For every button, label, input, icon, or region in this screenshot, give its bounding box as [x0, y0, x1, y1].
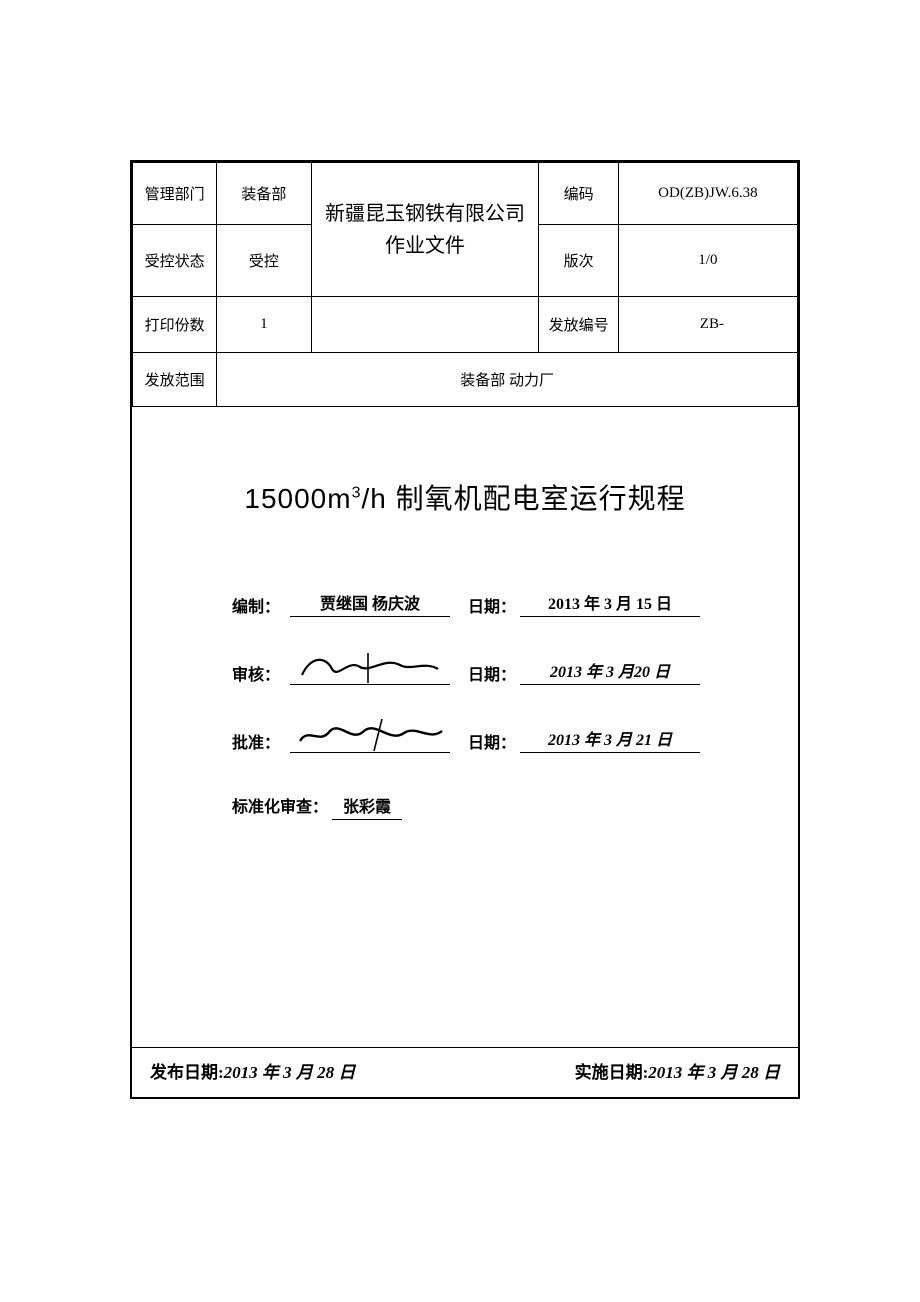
scope-value: 装备部 动力厂 [217, 353, 798, 407]
header-row-4: 发放范围 装备部 动力厂 [133, 353, 798, 407]
approve-date-label: 日期： [468, 729, 520, 753]
review-row: 审核： 日期： 2013 年 3 月20 日 [232, 645, 768, 685]
header-row-3: 打印份数 1 发放编号 ZB- [133, 297, 798, 353]
title-suffix: /h 制氧机配电室运行规程 [361, 483, 685, 514]
scope-label: 发放范围 [133, 353, 217, 407]
compile-value: 贾继国 杨庆波 [290, 587, 450, 617]
compile-date-label: 日期： [468, 593, 520, 617]
document-title: 15000m3/h 制氧机配电室运行规程 [162, 477, 768, 517]
impl-value: 2013 年 3 月 28 日 [648, 1063, 780, 1082]
title-superscript: 3 [352, 485, 362, 502]
compile-label: 编制： [232, 593, 290, 617]
publish-block: 发布日期:2013 年 3 月 28 日 [150, 1058, 355, 1083]
signature-icon [290, 649, 450, 683]
version-value: 1/0 [618, 225, 797, 297]
publish-value: 2013 年 3 月 28 日 [224, 1063, 356, 1082]
issue-no-value: ZB- [618, 297, 797, 353]
std-name: 张彩霞 [332, 793, 402, 820]
footer-row: 发布日期:2013 年 3 月 28 日 实施日期:2013 年 3 月 28 … [132, 1047, 798, 1097]
review-label: 审核： [232, 661, 290, 685]
impl-block: 实施日期:2013 年 3 月 28 日 [575, 1058, 780, 1083]
approve-date: 2013 年 3 月 21 日 [520, 723, 700, 753]
print-count-label: 打印份数 [133, 297, 217, 353]
ctrl-status-value: 受控 [217, 225, 311, 297]
title-prefix: 15000m [244, 483, 351, 514]
publish-label: 发布日期: [150, 1063, 224, 1082]
review-date-label: 日期： [468, 661, 520, 685]
review-date: 2013 年 3 月20 日 [520, 655, 700, 685]
approve-signature [290, 723, 450, 753]
mgmt-dept-value: 装备部 [217, 163, 311, 225]
blank-cell [311, 297, 539, 353]
mgmt-dept-label: 管理部门 [133, 163, 217, 225]
approve-row: 批准： 日期： 2013 年 3 月 21 日 [232, 713, 768, 753]
version-label: 版次 [539, 225, 618, 297]
compile-row: 编制： 贾继国 杨庆波 日期： 2013 年 3 月 15 日 [232, 577, 768, 617]
impl-label: 实施日期: [575, 1063, 649, 1082]
center-title-cell: 新疆昆玉钢铁有限公司 作业文件 [311, 163, 539, 297]
print-count-value: 1 [217, 297, 311, 353]
approve-label: 批准： [232, 729, 290, 753]
header-row-1: 管理部门 装备部 新疆昆玉钢铁有限公司 作业文件 编码 OD(ZB)JW.6.3… [133, 163, 798, 225]
code-value: OD(ZB)JW.6.38 [618, 163, 797, 225]
document-frame: 管理部门 装备部 新疆昆玉钢铁有限公司 作业文件 编码 OD(ZB)JW.6.3… [130, 160, 800, 1099]
issue-no-label: 发放编号 [539, 297, 618, 353]
org-name: 新疆昆玉钢铁有限公司 [312, 198, 539, 230]
header-table: 管理部门 装备部 新疆昆玉钢铁有限公司 作业文件 编码 OD(ZB)JW.6.3… [132, 162, 798, 407]
signature-icon [290, 717, 450, 751]
ctrl-status-label: 受控状态 [133, 225, 217, 297]
std-label: 标准化审查： [232, 799, 328, 816]
body-area: 15000m3/h 制氧机配电室运行规程 编制： 贾继国 杨庆波 日期： 201… [132, 407, 798, 1047]
review-signature [290, 655, 450, 685]
code-label: 编码 [539, 163, 618, 225]
standardization-row: 标准化审查： 张彩霞 [232, 793, 768, 820]
doc-type: 作业文件 [312, 230, 539, 262]
compile-date: 2013 年 3 月 15 日 [520, 587, 700, 617]
